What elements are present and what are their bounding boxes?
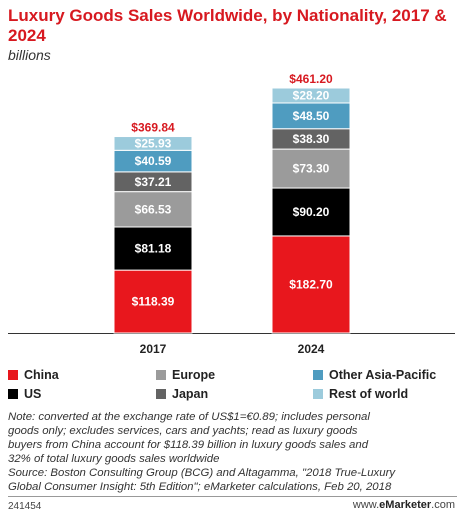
brand-link[interactable]: www.eMarketer.com — [353, 499, 455, 511]
legend-item-china: China — [8, 368, 59, 382]
legend-label: China — [24, 368, 59, 382]
bar-segment-rest-of-world-2017 — [113, 136, 193, 151]
legend-swatch — [8, 370, 18, 380]
x-tick-label-2017: 2017 — [140, 342, 167, 356]
data-label: $40.59 — [135, 154, 172, 168]
legend-swatch — [313, 389, 323, 399]
legend-swatch — [156, 370, 166, 380]
legend-label: Europe — [172, 368, 216, 382]
note-line: Note: converted at the exchange rate of … — [8, 411, 370, 423]
data-label: $90.20 — [293, 205, 330, 219]
legend-item-other-asia-pacific: Other Asia-Pacific — [313, 368, 436, 382]
x-tick-label-2024: 2024 — [298, 342, 325, 356]
brand-prefix: www. — [352, 499, 380, 511]
legend-item-us: US — [8, 387, 41, 401]
legend-item-japan: Japan — [156, 387, 208, 401]
brand-suffix: .com — [431, 499, 455, 511]
footer-divider — [8, 496, 457, 497]
data-label: $28.20 — [293, 88, 330, 102]
stacked-bar-chart: $118.39 $81.18 $66.53 $37.21 $40.59 $25.93$36… — [8, 72, 455, 356]
bar-segment-china-2024 — [271, 235, 351, 334]
total-label-2017: $369.84 — [131, 121, 175, 135]
bar-segment-us-2024 — [271, 187, 351, 237]
legend-swatch — [156, 389, 166, 399]
note-line: buyers from China account for $118.39 bi… — [8, 439, 369, 451]
chart-subtitle: billions — [8, 47, 51, 63]
data-label: $66.53 — [135, 202, 172, 216]
legend-label: Other Asia-Pacific — [329, 368, 437, 382]
legend-item-rest-of-world: Rest of world — [313, 387, 408, 401]
bar-segment-us-2017 — [113, 226, 193, 271]
data-label: $81.18 — [135, 242, 172, 256]
chart-id: 241454 — [8, 501, 42, 512]
note-line: goods only; excludes services, cars and … — [8, 425, 358, 437]
total-label-2024: $461.20 — [289, 72, 333, 86]
legend-label: Rest of world — [329, 387, 409, 401]
data-label: $37.21 — [135, 175, 172, 189]
data-label: $73.30 — [293, 162, 330, 176]
bar-segment-china-2017 — [113, 269, 193, 334]
data-label: $182.70 — [289, 277, 333, 291]
chart-title: Luxury Goods Sales Worldwide, by Nationa… — [8, 6, 447, 45]
legend-label: US — [24, 387, 42, 401]
brand-name: eMarketer — [379, 499, 432, 511]
chart-note: Note: converted at the exchange rate of … — [8, 410, 458, 494]
legend: China Europe Other Asia-Pacific US Japan Rest… — [8, 368, 458, 408]
source-line: Source: Boston Consulting Group (BCG) an… — [8, 467, 396, 479]
note-line: 32% of total luxury goods sales worldwid… — [8, 453, 220, 465]
legend-item-europe: Europe — [156, 368, 215, 382]
data-label: $48.50 — [293, 109, 330, 123]
bar-segment-other-asia-pacific-2024 — [271, 102, 351, 130]
data-label: $38.30 — [293, 132, 330, 146]
legend-swatch — [8, 389, 18, 399]
data-label: $118.39 — [132, 295, 175, 309]
bar-segment-europe-2017 — [113, 191, 193, 228]
legend-swatch — [313, 370, 323, 380]
data-label: $25.93 — [135, 136, 172, 150]
source-line: Global Consumer Insight: 5th Edition"; e… — [8, 481, 392, 493]
bar-segment-rest-of-world-2024 — [271, 87, 351, 104]
bar-segment-europe-2024 — [271, 148, 351, 189]
legend-label: Japan — [172, 387, 209, 401]
